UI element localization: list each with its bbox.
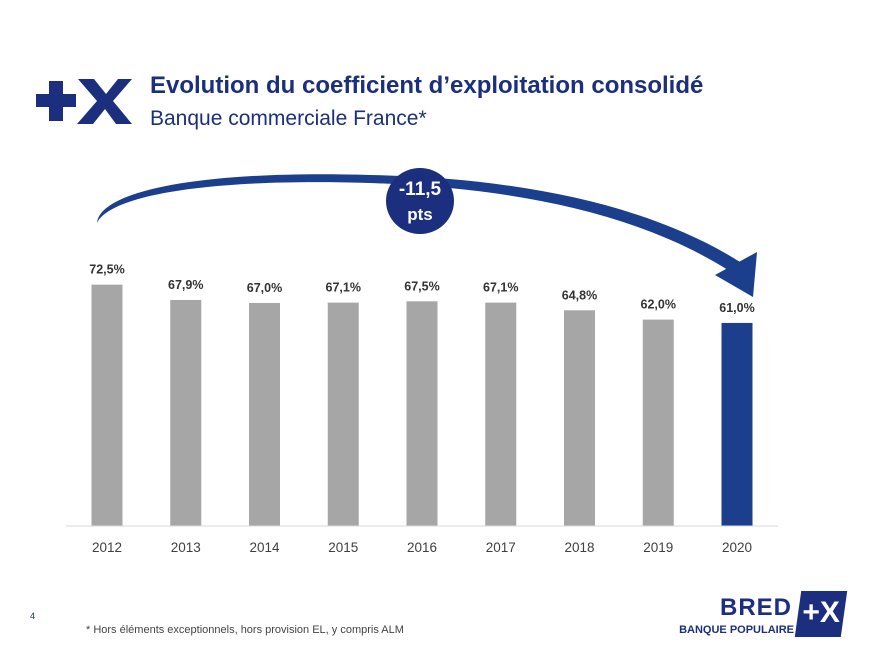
x-tick-label-2018: 2018 — [564, 540, 594, 555]
bar-2014 — [249, 302, 280, 526]
bars: 72,5% 2012 67,9% 2013 67,0% 2014 67,1% 2015 67,5… — [89, 263, 754, 555]
bar-2018 — [564, 310, 595, 526]
x-tick-label-2012: 2012 — [92, 540, 122, 555]
badge-unit: pts — [407, 205, 433, 224]
x-tick-label-2019: 2019 — [643, 540, 673, 555]
x-tick-label-2013: 2013 — [171, 540, 201, 555]
bred-logo-subtitle: BANQUE POPULAIRE — [679, 624, 794, 636]
data-label-2014: 67,0% — [247, 281, 282, 295]
data-label-2013: 67,9% — [168, 278, 203, 292]
bar-2015 — [327, 302, 359, 526]
page-number: 4 — [30, 611, 36, 621]
bar-2012 — [91, 284, 123, 526]
bar-2017 — [485, 302, 517, 526]
bred-logo-mark-text: +X — [802, 596, 840, 629]
trend-arrow — [97, 174, 757, 297]
reduction-badge: -11,5 pts — [386, 168, 454, 234]
x-tick-label-2014: 2014 — [249, 540, 280, 555]
bar-2013 — [170, 299, 202, 526]
data-label-2012: 72,5% — [89, 263, 124, 277]
x-tick-label-2015: 2015 — [328, 540, 358, 555]
trend-arrow-head — [715, 252, 757, 297]
bar-2019 — [642, 319, 674, 526]
badge-circle — [386, 168, 454, 234]
brand-plus-x-logo — [36, 79, 132, 124]
data-label-2018: 64,8% — [562, 288, 597, 302]
badge-value: -11,5 — [399, 179, 442, 200]
bar-2016 — [406, 301, 438, 526]
bred-banque-populaire-logo: BRED BANQUE POPULAIRE +X — [668, 589, 848, 639]
footnote: * Hors éléments exceptionnels, hors prov… — [86, 624, 404, 636]
data-label-2017: 67,1% — [483, 281, 518, 295]
data-label-2015: 67,1% — [326, 281, 361, 295]
x-tick-label-2017: 2017 — [486, 540, 516, 555]
bred-logo-mark: +X — [794, 591, 848, 637]
bar-2020 — [721, 322, 753, 526]
x-tick-label-2020: 2020 — [722, 540, 752, 555]
data-label-2016: 67,5% — [404, 279, 439, 293]
bred-logo-name: BRED — [719, 594, 792, 621]
page-title: Evolution du coefficient d’exploitation … — [150, 72, 704, 99]
data-label-2019: 62,0% — [641, 298, 676, 312]
page-subtitle: Banque commerciale France* — [150, 107, 427, 130]
data-label-2020: 61,0% — [719, 301, 754, 315]
x-tick-label-2016: 2016 — [407, 540, 437, 555]
